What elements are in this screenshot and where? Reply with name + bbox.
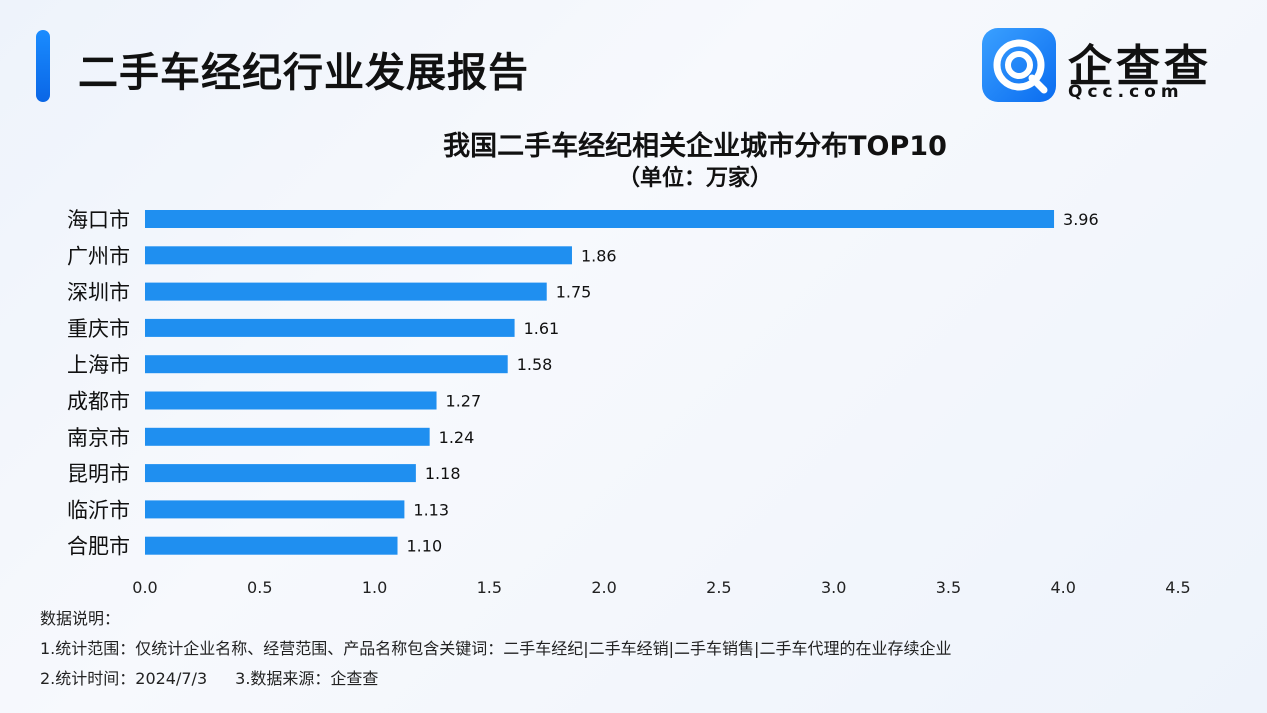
x-tick-label: 0.5: [247, 578, 272, 597]
category-label: 昆明市: [67, 462, 130, 486]
bar: [145, 500, 405, 519]
notes-source: 3.数据来源：企查查: [235, 669, 379, 688]
x-tick-label: 3.5: [936, 578, 961, 597]
x-tick-label: 4.5: [1165, 578, 1190, 597]
data-label: 1.10: [407, 537, 443, 556]
category-label: 临沂市: [67, 498, 130, 522]
title-accent-bar: [36, 30, 50, 102]
x-tick-label: 0.0: [132, 578, 157, 597]
bar: [145, 391, 437, 410]
data-label: 1.27: [446, 392, 482, 411]
logo-wordmark: 企查查: [1068, 41, 1212, 92]
bar: [145, 282, 547, 301]
logo-domain: Qcc.com: [1068, 82, 1184, 102]
category-label: 上海市: [67, 353, 130, 377]
x-tick-label: 4.0: [1050, 578, 1075, 597]
category-label: 深圳市: [67, 281, 130, 305]
category-label: 海口市: [67, 208, 130, 232]
category-label: 合肥市: [67, 535, 130, 559]
category-label: 成都市: [67, 390, 130, 414]
bar: [145, 536, 398, 555]
category-label: 南京市: [67, 426, 130, 450]
chart-subtitle: （单位：万家）: [617, 166, 772, 191]
qcc-logo: 企查查 Qcc.com: [982, 28, 1242, 108]
data-label: 1.13: [413, 500, 449, 519]
data-label: 1.18: [425, 464, 461, 483]
bar: [145, 355, 508, 374]
chart-title: 我国二手车经纪相关企业城市分布TOP10: [443, 131, 947, 162]
x-tick-label: 2.0: [591, 578, 616, 597]
data-label: 1.58: [517, 355, 553, 374]
x-tick-label: 1.0: [362, 578, 387, 597]
x-tick-label: 3.0: [821, 578, 846, 597]
data-label: 1.86: [581, 246, 617, 265]
x-tick-label: 1.5: [477, 578, 502, 597]
data-label: 1.24: [439, 428, 475, 447]
bar: [145, 464, 416, 483]
category-label: 重庆市: [67, 317, 130, 341]
x-tick-label: 2.5: [706, 578, 731, 597]
bar: [145, 318, 515, 337]
report-title: 二手车经纪行业发展报告: [78, 50, 529, 96]
category-label: 广州市: [67, 244, 130, 268]
bar: [145, 246, 572, 265]
notes-date: 2.统计时间：2024/7/3: [40, 669, 208, 688]
notes-heading: 数据说明：: [40, 609, 121, 628]
data-notes: 数据说明： 1.统计范围：仅统计企业名称、经营范围、产品名称包含关键词：二手车经…: [40, 604, 951, 694]
data-label: 3.96: [1063, 210, 1099, 229]
data-label: 1.75: [556, 283, 592, 302]
bar: [145, 427, 430, 446]
qcc-logo-icon: [982, 28, 1056, 102]
bar: [145, 210, 1055, 228]
data-label: 1.61: [524, 319, 560, 338]
notes-scope: 1.统计范围：仅统计企业名称、经营范围、产品名称包含关键词：二手车经纪|二手车经…: [40, 639, 952, 658]
